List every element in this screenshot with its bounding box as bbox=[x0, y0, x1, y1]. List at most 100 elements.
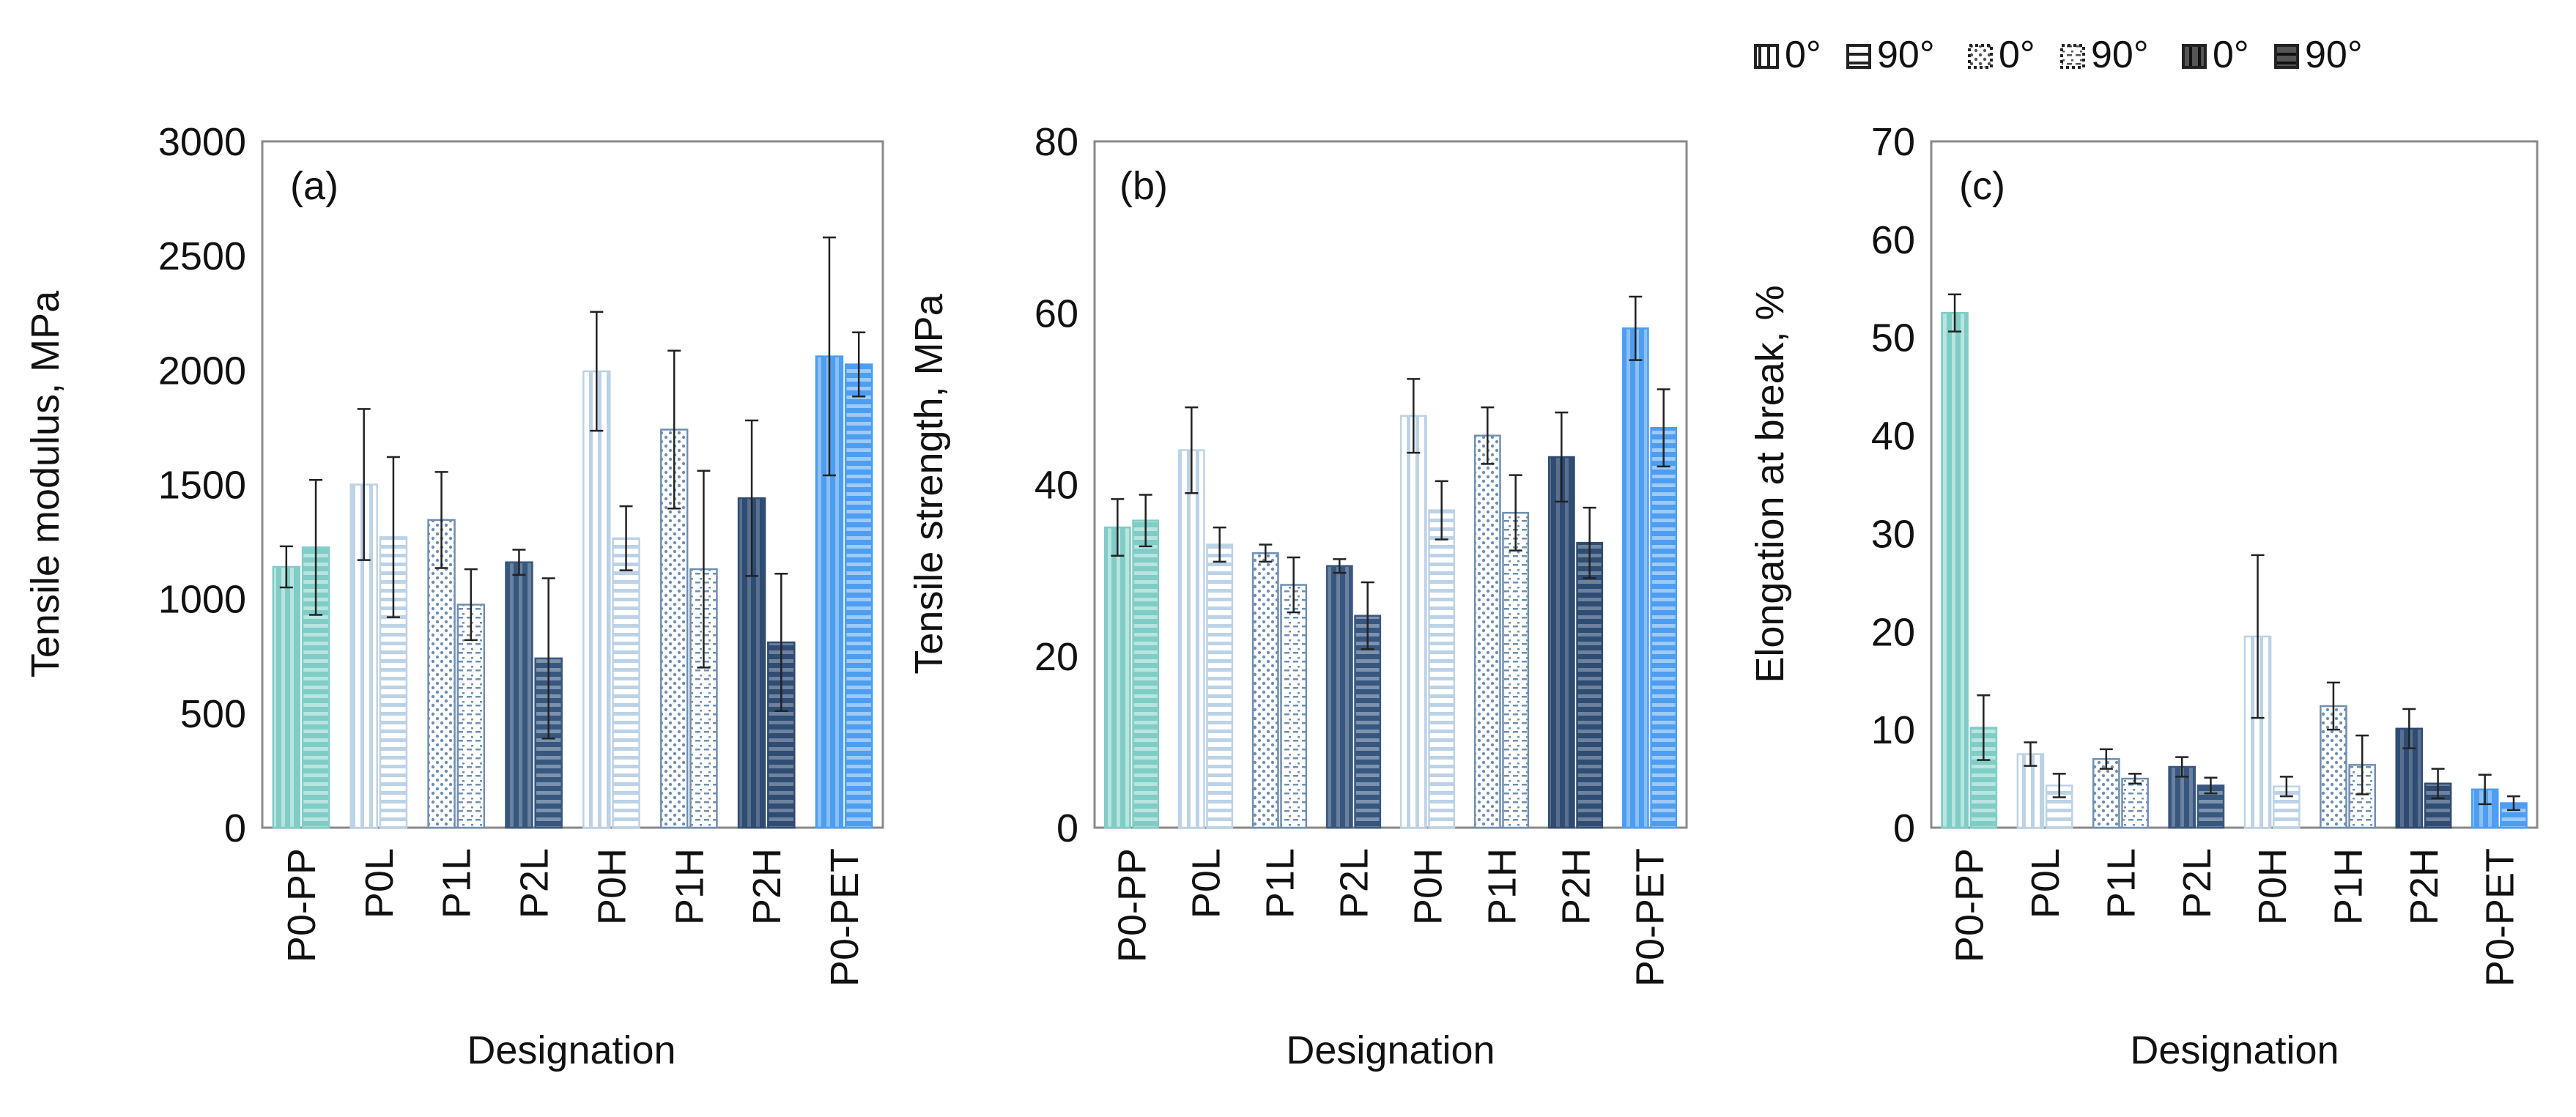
error-bar bbox=[1977, 694, 1991, 761]
y-tick-label: 40 bbox=[1871, 415, 1915, 459]
x-tick-label: P0-PET bbox=[2478, 848, 2522, 987]
legend-label: 0° bbox=[1785, 34, 1821, 76]
error-bar bbox=[697, 470, 711, 669]
legend-entry: 0° bbox=[1968, 34, 2035, 76]
error-bar bbox=[1407, 378, 1421, 454]
error-bar bbox=[2279, 776, 2293, 798]
error-bar bbox=[1185, 406, 1199, 494]
legend-entry: 90° bbox=[2274, 34, 2363, 76]
y-tick-labels: 0 10 20 30 40 50 60 70 bbox=[1871, 120, 1915, 850]
plot-frame bbox=[1093, 140, 1688, 829]
error-bar bbox=[619, 505, 633, 571]
plot-frame bbox=[261, 140, 884, 829]
x-tick-label: P1L bbox=[435, 848, 479, 919]
error-bar bbox=[2506, 795, 2520, 812]
legend-entry: 0° bbox=[2182, 34, 2249, 76]
bar bbox=[1280, 584, 1308, 829]
y-tick-label: 500 bbox=[180, 692, 246, 736]
y-tick-label: 50 bbox=[1871, 316, 1915, 360]
y-tick-label: 30 bbox=[1871, 512, 1915, 556]
legend-swatch bbox=[1846, 44, 1871, 69]
y-tick-label: 1500 bbox=[158, 464, 246, 508]
y-tick-label: 0 bbox=[1056, 806, 1078, 850]
x-axis-label: Designation bbox=[467, 1028, 676, 1072]
x-tick-label: P0-PET bbox=[1629, 848, 1673, 987]
error-bar bbox=[774, 573, 788, 712]
bar-series bbox=[1941, 293, 2528, 829]
x-tick-label: P1H bbox=[667, 848, 711, 925]
error-bar bbox=[386, 456, 400, 618]
bar bbox=[1428, 509, 1456, 829]
legend-swatch bbox=[2060, 44, 2085, 69]
error-bar bbox=[309, 479, 323, 616]
y-tick-label: 60 bbox=[1035, 292, 1078, 335]
error-bar bbox=[2326, 681, 2340, 731]
bar bbox=[505, 561, 533, 829]
y-tick-label: 1000 bbox=[158, 578, 246, 622]
bar-series bbox=[272, 236, 873, 829]
x-tick-label: P0L bbox=[2024, 848, 2068, 919]
x-tick-label: P1H bbox=[1481, 848, 1525, 925]
error-bar bbox=[590, 311, 604, 432]
error-bar bbox=[1948, 293, 1962, 333]
bar bbox=[844, 363, 873, 829]
error-bar bbox=[434, 471, 448, 569]
x-tick-label: P0-PET bbox=[823, 848, 867, 987]
error-bar bbox=[1657, 388, 1670, 468]
x-tick-label: P2H bbox=[1555, 848, 1599, 925]
error-bar bbox=[1583, 506, 1596, 579]
bar bbox=[1502, 511, 1530, 829]
bar bbox=[612, 537, 640, 829]
chart-panel-b: (b) Tensile strength, MPa Designation 0 2… bbox=[907, 120, 1688, 1072]
error-bar bbox=[1333, 558, 1347, 574]
error-bar bbox=[1287, 556, 1300, 614]
legend-entry: 90° bbox=[2060, 34, 2149, 76]
legend-label: 0° bbox=[1999, 34, 2035, 76]
bar bbox=[1941, 312, 1969, 829]
error-bar bbox=[1139, 494, 1152, 548]
chart-panel-c: (c) Elongation at break, % Designation 0… bbox=[1748, 120, 2539, 1072]
chart-panel-a: (a) Tensile modulus, MPa Designation 0 50… bbox=[23, 120, 884, 1072]
error-bar bbox=[852, 331, 866, 398]
x-tick-label: P2L bbox=[1333, 848, 1377, 919]
error-bar bbox=[2478, 773, 2492, 806]
plot-frame bbox=[1930, 140, 2539, 829]
legend-label: 90° bbox=[2305, 34, 2363, 76]
error-bar bbox=[1481, 406, 1495, 465]
x-tick-label: P0H bbox=[2251, 848, 2295, 925]
panel-label: (c) bbox=[1959, 164, 2005, 208]
x-tick-label: P2L bbox=[513, 848, 557, 919]
bar bbox=[1650, 426, 1678, 829]
y-tick-label: 10 bbox=[1871, 708, 1915, 752]
error-bar bbox=[667, 349, 681, 510]
y-tick-label: 80 bbox=[1035, 120, 1078, 164]
error-bar bbox=[1111, 498, 1125, 557]
error-bar bbox=[512, 549, 526, 576]
y-tick-label: 3000 bbox=[158, 120, 246, 164]
error-bar bbox=[2204, 776, 2218, 795]
error-bar bbox=[2355, 734, 2369, 795]
x-axis-label: Designation bbox=[1286, 1028, 1495, 1072]
legend-entry: 90° bbox=[1846, 34, 1935, 76]
bar bbox=[1576, 541, 1604, 829]
error-bar bbox=[2175, 756, 2189, 778]
x-tick-label: P2H bbox=[745, 848, 789, 925]
error-bar bbox=[541, 577, 555, 740]
x-tick-label: P1L bbox=[1259, 848, 1303, 919]
error-bar bbox=[2024, 741, 2038, 767]
error-bar bbox=[2099, 748, 2113, 770]
y-tick-label: 2500 bbox=[158, 234, 246, 278]
y-axis-label: Tensile strength, MPa bbox=[907, 293, 951, 674]
bar bbox=[1399, 415, 1427, 829]
x-tick-label: P2L bbox=[2175, 848, 2219, 919]
x-tick-label: P0-PP bbox=[1948, 848, 1992, 962]
x-tick-label: P2H bbox=[2402, 848, 2446, 925]
panel-label: (a) bbox=[290, 164, 338, 208]
error-bar bbox=[1629, 295, 1643, 361]
error-bar bbox=[2251, 554, 2265, 719]
bar bbox=[272, 565, 301, 829]
bar bbox=[1621, 327, 1649, 829]
legend-label: 0° bbox=[2213, 34, 2249, 76]
bar-series bbox=[1103, 295, 1678, 829]
